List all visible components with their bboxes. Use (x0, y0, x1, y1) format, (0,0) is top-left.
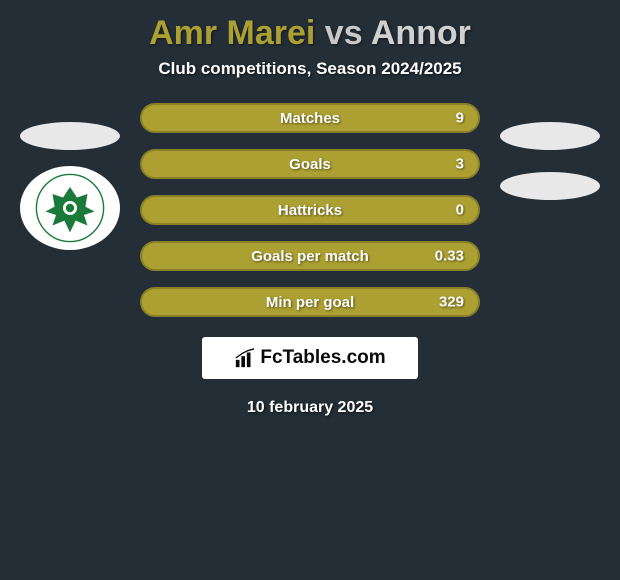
player-b-name: Annor (371, 14, 471, 52)
stat-value: 329 (439, 294, 464, 311)
stat-value: 0.33 (435, 248, 464, 265)
stat-row: Matches 9 (0, 103, 620, 133)
stat-bar: Min per goal 329 (140, 287, 480, 317)
brand-text: FcTables.com (260, 347, 385, 369)
comparison-container: Amr Marei vs Annor Club competitions, Se… (0, 0, 620, 417)
player-a-avatars (20, 122, 120, 250)
stat-bar: Goals 3 (140, 149, 480, 179)
player-a-name: Amr Marei (149, 14, 315, 52)
stat-label: Hattricks (278, 202, 342, 219)
stat-value: 3 (456, 156, 464, 173)
stat-row: Hattricks 0 (0, 195, 620, 225)
stat-bar: Matches 9 (140, 103, 480, 133)
stat-label: Goals per match (251, 248, 369, 265)
stat-row: Min per goal 329 (0, 287, 620, 317)
stat-label: Matches (280, 110, 340, 127)
stat-row: Goals 3 (0, 149, 620, 179)
stat-row: Goals per match 0.33 (0, 241, 620, 271)
stat-bar: Hattricks 0 (140, 195, 480, 225)
stat-label: Min per goal (266, 294, 354, 311)
date-text: 10 february 2025 (0, 399, 620, 417)
stat-value: 9 (456, 110, 464, 127)
page-title: Amr Marei vs Annor (0, 0, 620, 59)
stat-value: 0 (456, 202, 464, 219)
subtitle: Club competitions, Season 2024/2025 (0, 59, 620, 103)
stat-label: Goals (289, 156, 331, 173)
vs-separator: vs (315, 14, 370, 52)
bar-chart-icon (234, 347, 256, 369)
stat-bar: Goals per match 0.33 (140, 241, 480, 271)
brand-badge[interactable]: FcTables.com (202, 337, 418, 379)
